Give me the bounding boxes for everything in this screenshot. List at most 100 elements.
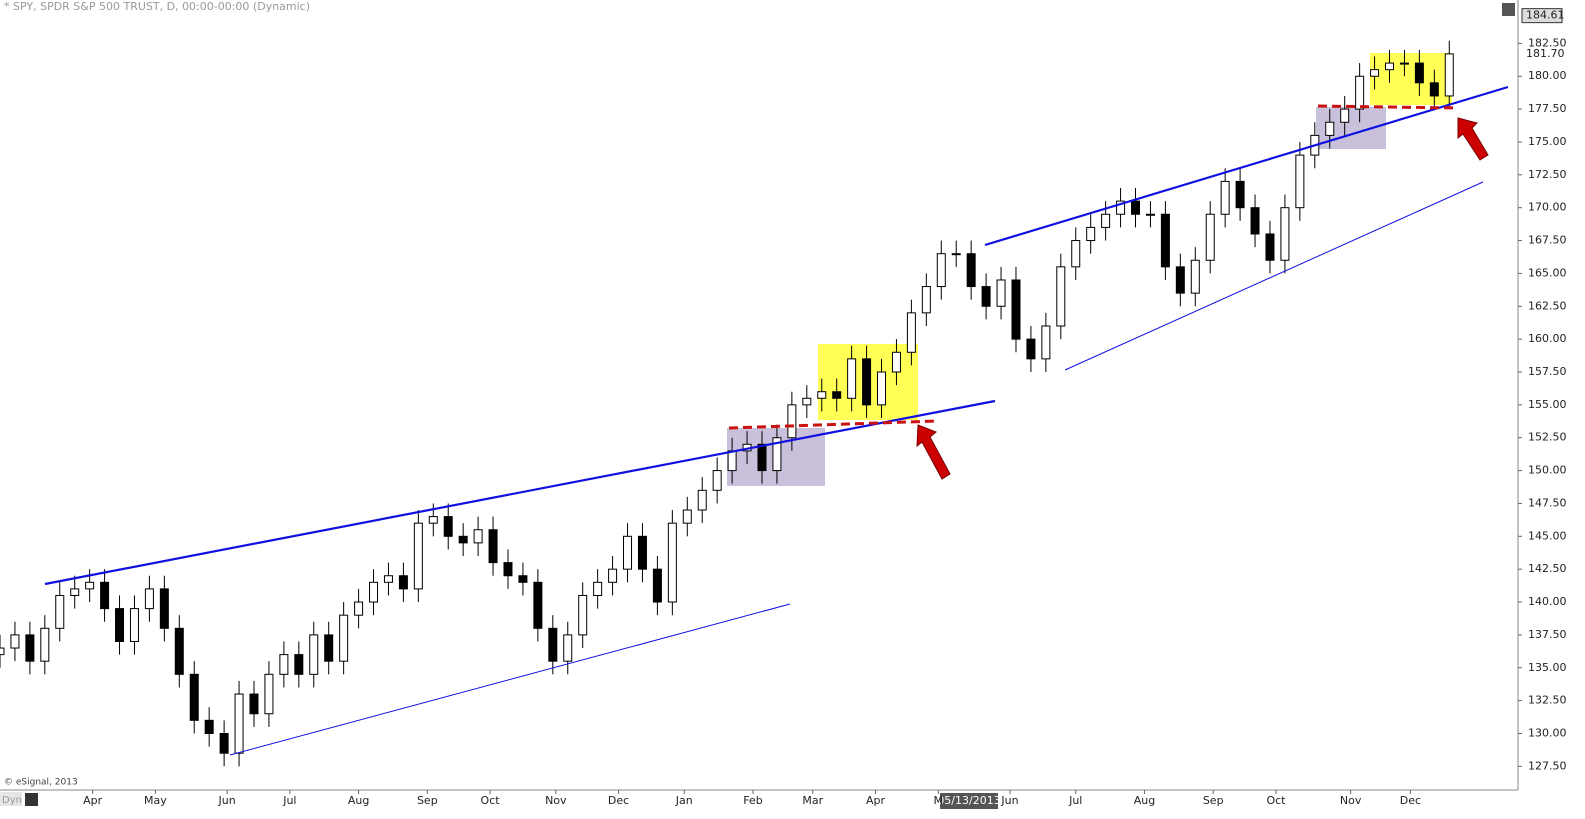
candle-body bbox=[712, 470, 722, 491]
candle-body bbox=[652, 568, 662, 603]
candle-body bbox=[1160, 213, 1170, 268]
candle-body bbox=[369, 581, 379, 603]
candle-body bbox=[1190, 259, 1200, 294]
y-tick-label: 170.00 bbox=[1528, 201, 1567, 214]
candle-body bbox=[682, 509, 692, 524]
candle-body bbox=[0, 647, 5, 656]
y-tick-label: 165.00 bbox=[1528, 266, 1567, 279]
support-line bbox=[728, 419, 938, 430]
y-tick-label: 182.50 bbox=[1528, 36, 1567, 49]
candle-body bbox=[204, 719, 214, 734]
corner-icon[interactable] bbox=[25, 793, 38, 806]
candle-body bbox=[862, 358, 872, 406]
candle-body bbox=[936, 253, 946, 288]
candle-body bbox=[832, 391, 842, 399]
candle-body bbox=[428, 516, 438, 524]
candle-body bbox=[1385, 62, 1395, 71]
candle-body bbox=[1355, 75, 1365, 110]
candle-body bbox=[637, 535, 647, 570]
x-tick-label: Nov bbox=[545, 794, 567, 807]
y-tick-label: 127.50 bbox=[1528, 759, 1567, 772]
candle-body bbox=[1041, 325, 1051, 360]
candle-body bbox=[981, 286, 991, 307]
cursor-label: 05/13/2013 bbox=[937, 794, 1000, 807]
trendline bbox=[229, 603, 791, 756]
x-tick-label: Aug bbox=[348, 794, 369, 807]
drawings bbox=[44, 85, 1509, 756]
candle-body bbox=[294, 654, 304, 675]
arrow bbox=[1457, 117, 1489, 161]
candle-body bbox=[623, 535, 633, 570]
cursor-box bbox=[940, 793, 998, 809]
y-tick-label: 177.50 bbox=[1528, 102, 1567, 115]
candle-body bbox=[413, 522, 423, 590]
y-tick-label: 145.00 bbox=[1528, 529, 1567, 542]
candle-body bbox=[1011, 279, 1021, 340]
y-tick-label: 150.00 bbox=[1528, 464, 1567, 477]
candle-body bbox=[1325, 121, 1335, 136]
candle-body bbox=[1444, 53, 1454, 97]
candle-body bbox=[1399, 62, 1409, 65]
candle-body bbox=[906, 312, 916, 353]
support-line bbox=[1317, 104, 1459, 110]
arrow bbox=[916, 424, 951, 480]
candle-body bbox=[1280, 207, 1290, 261]
candle-body bbox=[70, 588, 80, 596]
candle-body bbox=[189, 673, 199, 721]
candle-body bbox=[1071, 240, 1081, 268]
candle-body bbox=[667, 522, 677, 603]
candle-body bbox=[966, 253, 976, 288]
candle-body bbox=[324, 634, 334, 662]
candle-body bbox=[548, 627, 558, 662]
candle-body bbox=[1175, 266, 1185, 294]
candle-body bbox=[443, 516, 453, 537]
x-tick-label: Aug bbox=[1134, 794, 1155, 807]
corner-box bbox=[0, 792, 22, 806]
x-tick-label: Feb bbox=[743, 794, 762, 807]
y-tick-label: 157.50 bbox=[1528, 365, 1567, 378]
candle-body bbox=[354, 601, 364, 616]
candle-body bbox=[727, 450, 737, 472]
candle-body bbox=[1131, 200, 1141, 215]
price-tag-label: 184.61 bbox=[1526, 9, 1565, 22]
y-tick-label: 132.50 bbox=[1528, 694, 1567, 707]
candle-body bbox=[159, 588, 169, 629]
chart-title: * SPY, SPDR S&P 500 TRUST, D, 00:00-00:0… bbox=[4, 0, 310, 13]
candle-body bbox=[234, 693, 244, 754]
price-tag-box bbox=[1521, 8, 1563, 24]
candle-body bbox=[817, 391, 827, 399]
y-tick-label: 162.50 bbox=[1528, 299, 1567, 312]
candle-body bbox=[115, 608, 125, 642]
x-tick-label: Jul bbox=[282, 794, 296, 807]
window-button[interactable] bbox=[1502, 3, 1515, 16]
plot bbox=[0, 40, 1454, 767]
y-tick-label: 172.50 bbox=[1528, 168, 1567, 181]
candle-body bbox=[757, 443, 767, 472]
candle-body bbox=[1116, 200, 1126, 215]
candle-body bbox=[996, 279, 1006, 307]
candle-body bbox=[25, 634, 35, 662]
x-tick-label: M bbox=[934, 794, 944, 807]
candle-body bbox=[219, 732, 229, 754]
x-tick-label: Oct bbox=[1266, 794, 1286, 807]
candle-body bbox=[339, 614, 349, 662]
candle-body bbox=[847, 358, 857, 399]
x-tick-label: Apr bbox=[866, 794, 886, 807]
x-tick-label: Nov bbox=[1340, 794, 1362, 807]
candle-body bbox=[921, 286, 931, 314]
candle-body bbox=[1250, 207, 1260, 235]
trendline bbox=[1064, 181, 1484, 371]
candle-body bbox=[85, 581, 95, 590]
candle-body bbox=[1340, 108, 1350, 123]
y-tick-label: 142.50 bbox=[1528, 562, 1567, 575]
y-tick-label: 175.00 bbox=[1528, 135, 1567, 148]
y-tick-label: 137.50 bbox=[1528, 628, 1567, 641]
candle-body bbox=[772, 437, 782, 472]
candle-body bbox=[309, 634, 319, 675]
corner-label: Dyn bbox=[2, 795, 22, 806]
candle-body bbox=[1370, 69, 1380, 77]
y-tick-label: 152.50 bbox=[1528, 431, 1567, 444]
x-tick-label: Dec bbox=[1400, 794, 1421, 807]
candle-body bbox=[1414, 62, 1424, 84]
